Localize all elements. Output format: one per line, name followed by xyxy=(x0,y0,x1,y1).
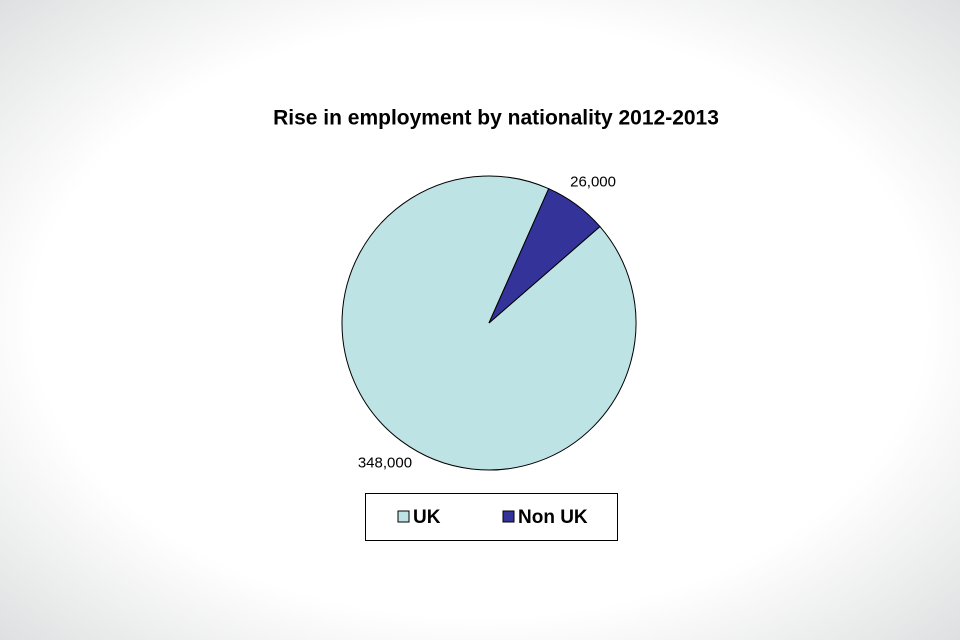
chart-title: Rise in employment by nationality 2012-2… xyxy=(273,107,719,130)
legend-label: Non UK xyxy=(518,507,588,528)
data-label: 348,000 xyxy=(358,455,412,472)
legend-swatch xyxy=(397,510,410,523)
legend-swatch xyxy=(502,510,515,523)
pie-slice xyxy=(488,188,601,324)
legend-label: UK xyxy=(413,507,441,528)
data-label: 26,000 xyxy=(570,173,616,190)
